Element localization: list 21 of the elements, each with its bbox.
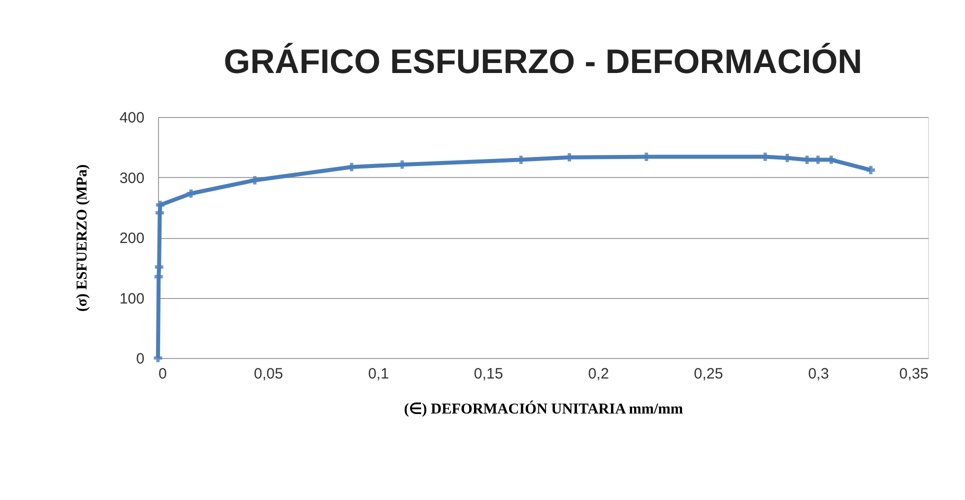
point	[154, 262, 164, 272]
point	[250, 176, 259, 184]
y-tick-label: 300	[119, 170, 144, 187]
x-tick-label: 0,1	[368, 366, 389, 382]
x-axis-title: (∈) DEFORMACIÓN UNITARIA mm/mm	[404, 400, 684, 418]
x-tick-label: 0,25	[694, 366, 724, 382]
x-tick-label: 0,2	[588, 366, 609, 382]
chart-title: GRÁFICO ESFUERZO - DEFORMACIÓN	[224, 42, 862, 81]
x-tick-label: 0,05	[254, 366, 284, 382]
point	[866, 166, 875, 174]
y-axis-title: (σ) ESFUERZO (MPa)	[74, 164, 90, 312]
point	[783, 154, 792, 162]
y-tick-label: 100	[119, 290, 144, 308]
y-tick-label: 400	[119, 110, 144, 126]
x-tick-label: 0,35	[899, 366, 928, 382]
x-tick-label: 0,3	[808, 366, 829, 382]
point	[347, 162, 356, 172]
x-tick-label: 0	[158, 366, 167, 382]
x-tick-label: 0,15	[474, 366, 504, 382]
y-tick-label: 0	[136, 350, 144, 368]
y-tick-label: 200	[119, 230, 144, 247]
